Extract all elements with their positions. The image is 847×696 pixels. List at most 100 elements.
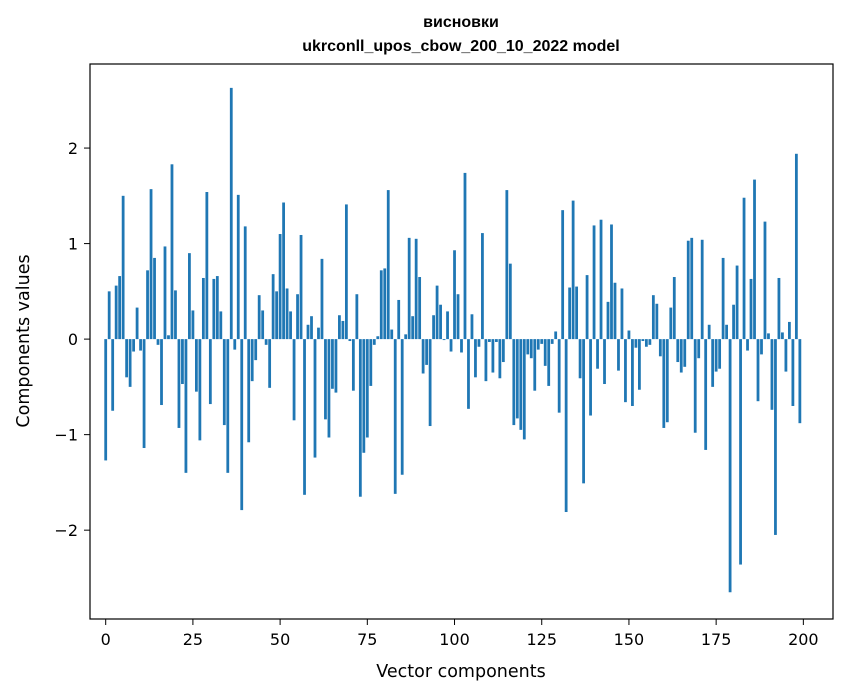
bar xyxy=(669,307,673,340)
bar xyxy=(536,339,540,350)
bar xyxy=(798,339,802,424)
x-tick-label: 25 xyxy=(183,630,203,649)
bar xyxy=(439,304,442,340)
bar xyxy=(201,277,205,340)
chart-title: висновки xyxy=(423,14,499,31)
x-tick-label: 100 xyxy=(439,630,470,649)
bar xyxy=(477,339,481,347)
bar xyxy=(418,277,422,340)
bar xyxy=(550,339,554,344)
bar xyxy=(268,339,272,388)
bar xyxy=(526,339,530,355)
bar xyxy=(794,153,798,340)
bar xyxy=(327,339,331,438)
bar xyxy=(132,339,135,352)
bar xyxy=(488,339,491,342)
bar xyxy=(125,339,129,378)
bar xyxy=(282,202,285,340)
bar xyxy=(540,339,544,344)
bar xyxy=(596,339,599,369)
y-axis-label: Components values xyxy=(14,254,34,427)
bar xyxy=(571,200,575,340)
bar xyxy=(177,339,181,428)
bar xyxy=(519,339,523,430)
bar xyxy=(505,190,509,340)
bar xyxy=(146,270,149,340)
bar xyxy=(421,339,425,374)
bar xyxy=(770,339,774,410)
bar xyxy=(285,288,289,340)
bar xyxy=(334,339,338,393)
bar xyxy=(184,339,188,473)
bar xyxy=(718,339,722,369)
bar xyxy=(756,339,760,402)
bar xyxy=(627,330,631,340)
bar xyxy=(163,246,167,340)
bar xyxy=(411,316,415,340)
x-tick-label: 175 xyxy=(701,630,732,649)
bar xyxy=(721,257,725,340)
bar xyxy=(264,339,268,345)
bar xyxy=(170,164,174,340)
bar xyxy=(735,265,739,340)
y-tick-label: 0 xyxy=(68,330,78,349)
bar xyxy=(655,303,659,340)
bar xyxy=(212,278,216,340)
bar xyxy=(226,339,230,473)
bar xyxy=(233,339,237,350)
bar xyxy=(697,339,701,359)
bar xyxy=(135,307,139,340)
bar xyxy=(355,294,359,340)
bar xyxy=(121,195,125,340)
bar xyxy=(624,339,627,403)
bar xyxy=(365,339,369,438)
x-tick-label: 75 xyxy=(357,630,377,649)
bar xyxy=(610,224,613,340)
bar xyxy=(533,339,537,391)
x-axis-ticks: 0 25 50 75 100 125 150 175 200 xyxy=(101,619,819,649)
bar xyxy=(351,339,355,391)
bar xyxy=(428,339,432,427)
bar xyxy=(247,339,251,443)
bar xyxy=(732,304,735,340)
bar xyxy=(515,339,519,419)
bar xyxy=(257,295,261,340)
bar xyxy=(456,294,460,340)
bar xyxy=(205,192,209,340)
bar xyxy=(781,332,784,340)
bar xyxy=(498,339,502,379)
bar xyxy=(470,314,474,340)
bar xyxy=(240,339,244,511)
bar xyxy=(617,339,620,371)
bar xyxy=(529,339,533,359)
bar xyxy=(651,295,655,340)
bar xyxy=(414,238,418,340)
bar xyxy=(181,339,184,385)
bar xyxy=(620,288,624,340)
bar xyxy=(191,310,195,340)
bar xyxy=(631,339,634,406)
y-axis-ticks: −2 −1 0 1 2 xyxy=(54,139,90,540)
bar xyxy=(603,339,606,385)
bar xyxy=(561,210,565,340)
bar xyxy=(348,339,352,342)
bar xyxy=(704,339,708,450)
bar xyxy=(634,339,638,348)
bar xyxy=(512,339,516,426)
bar xyxy=(672,277,676,340)
bar xyxy=(107,291,111,340)
bar xyxy=(114,285,118,340)
bar xyxy=(481,233,484,340)
bar xyxy=(313,339,317,458)
bar xyxy=(128,339,132,387)
bar xyxy=(243,226,247,340)
bar xyxy=(474,339,477,378)
bar xyxy=(460,339,463,353)
bar xyxy=(153,257,156,340)
bar xyxy=(508,263,512,340)
bar xyxy=(386,190,390,340)
bar xyxy=(195,339,198,392)
x-tick-label: 200 xyxy=(788,630,819,649)
x-tick-label: 50 xyxy=(270,630,290,649)
bar xyxy=(208,339,212,405)
